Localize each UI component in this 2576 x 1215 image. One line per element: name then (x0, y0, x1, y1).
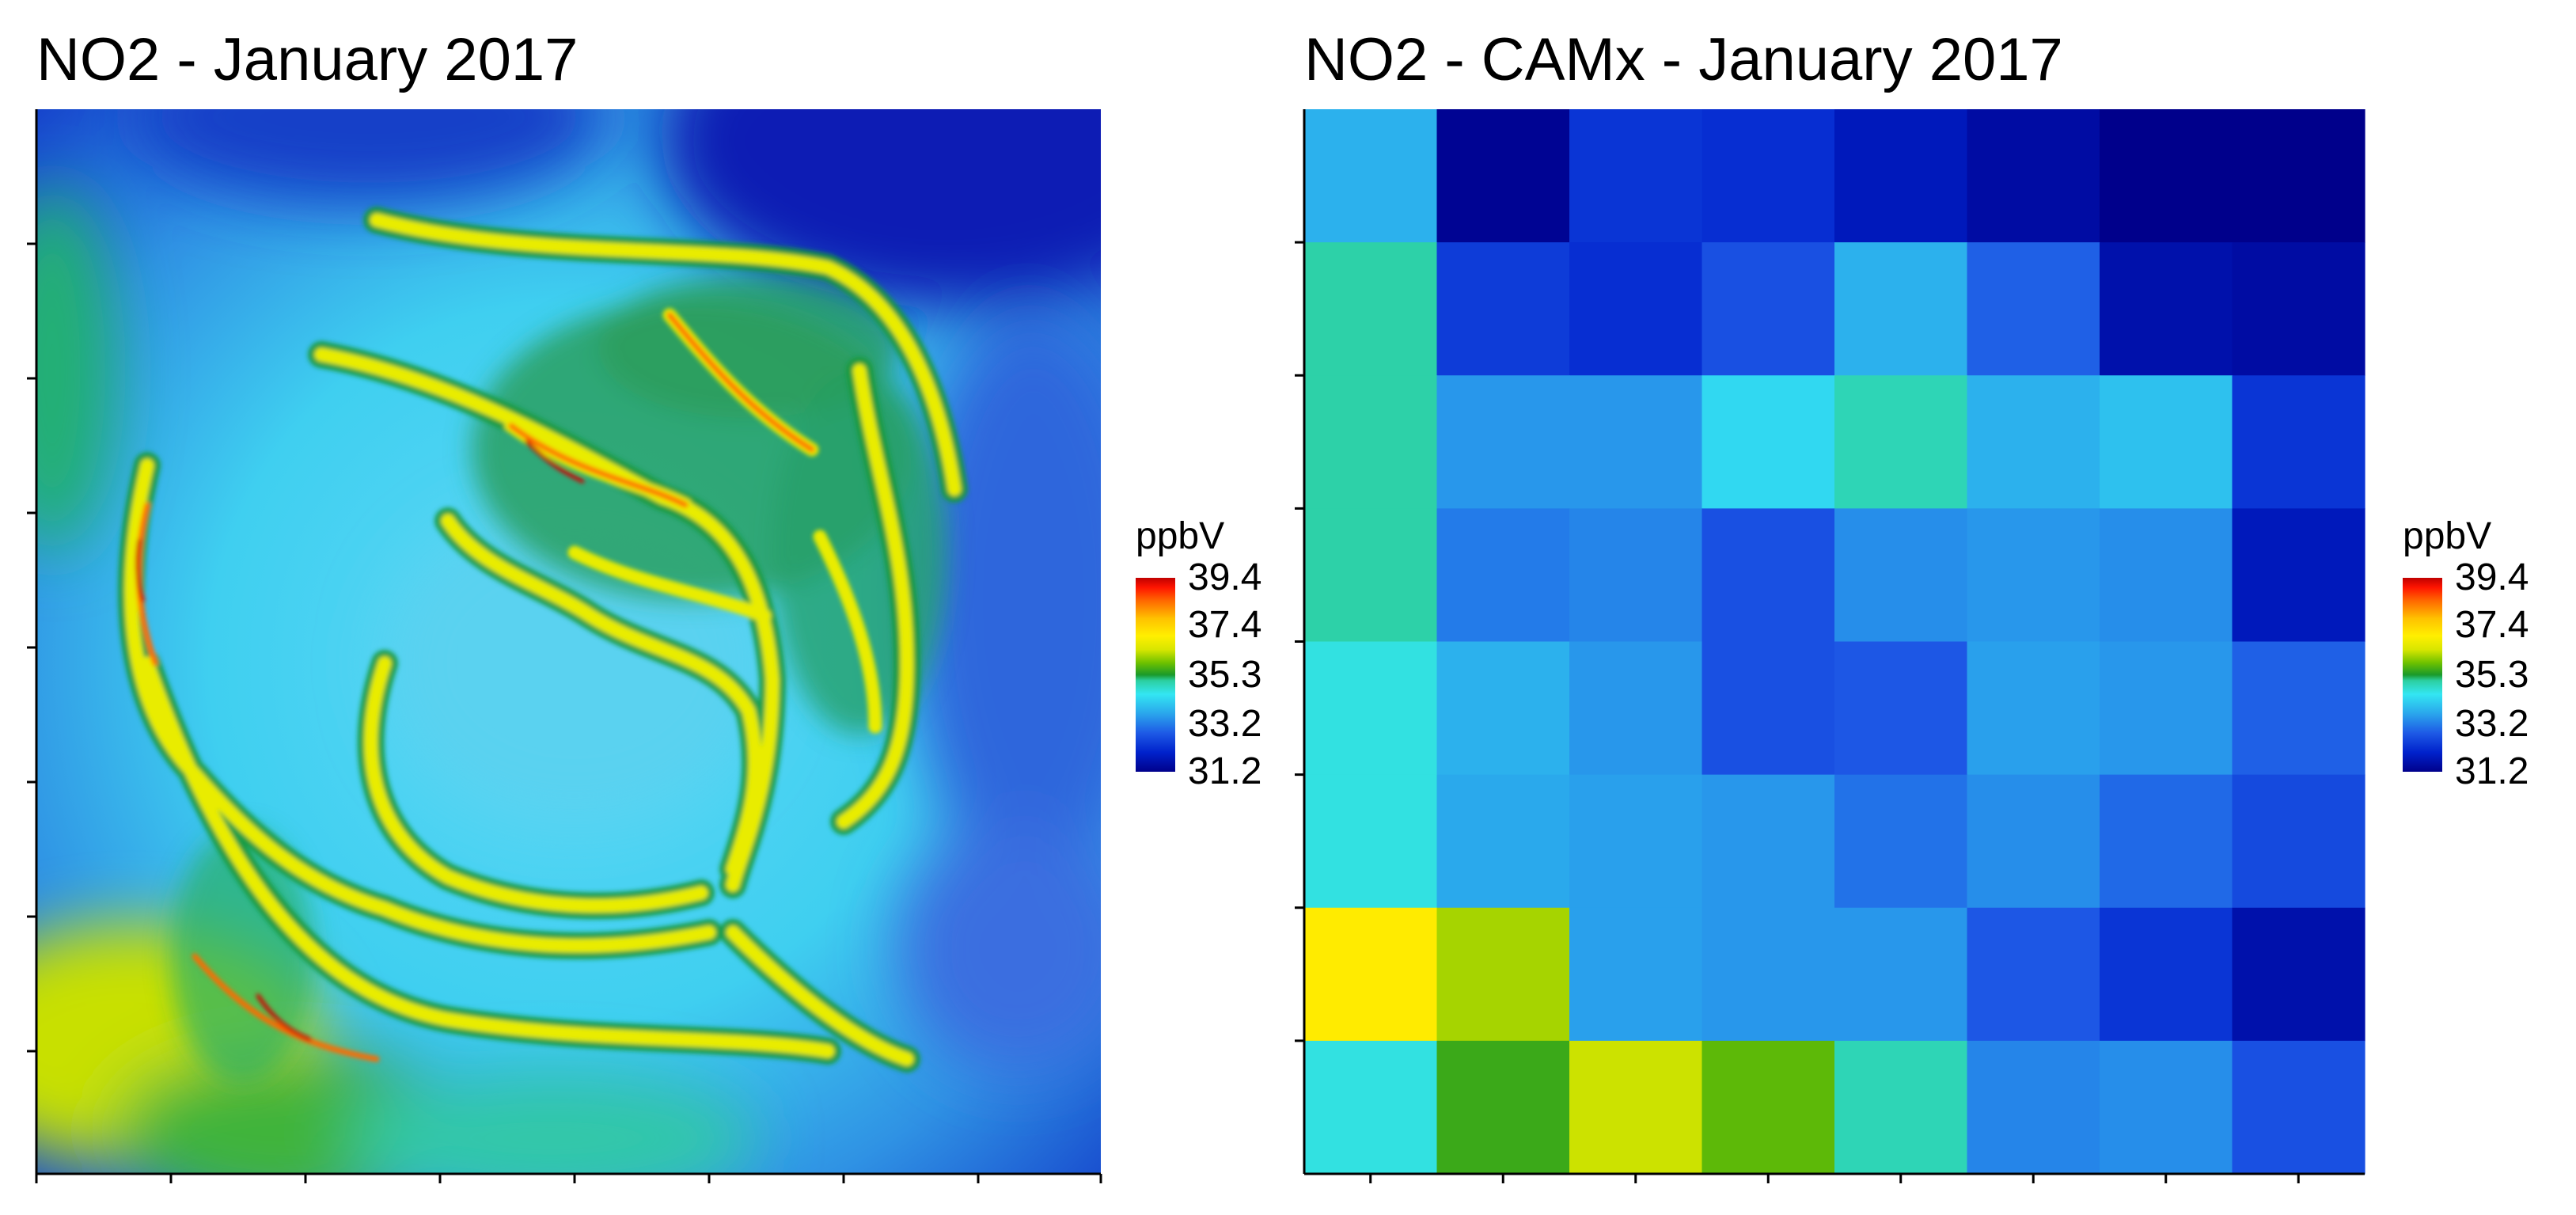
colorbar-tick-mark (1175, 576, 1183, 579)
heatmap-cell-r5-c0 (1304, 774, 1438, 909)
heatmap-cell-r2-c3 (1702, 375, 1835, 509)
colorbar-tick-mark (2442, 674, 2450, 676)
heatmap-cell-r1-c6 (2100, 242, 2233, 376)
right-heatmap-plot (1295, 109, 2365, 1183)
heatmap-cell-r7-c1 (1436, 1040, 1570, 1175)
heatmap-cell-r3-c0 (1304, 508, 1438, 643)
left-heatmap-regional-field (36, 109, 1101, 1174)
heatmap-cell-r6-c7 (2232, 907, 2365, 1042)
colorbar-tick-label: 33.2 (1188, 703, 1262, 746)
heatmap-cell-r1-c7 (2232, 242, 2365, 376)
right-axis-ticks (1295, 241, 2300, 1183)
heatmap-cell-r7-c7 (2232, 1040, 2365, 1175)
heatmap-cell-r4-c6 (2100, 641, 2233, 776)
heatmap-cell-r4-c5 (1967, 641, 2100, 776)
right-colorbar-unit: ppbV (2403, 515, 2492, 557)
heatmap-cell-r5-c5 (1967, 774, 2100, 909)
colorbar-tick-mark (1175, 624, 1183, 627)
colorbar-tick-label: 39.4 (1188, 556, 1262, 598)
heatmap-cell-r1-c1 (1436, 242, 1570, 376)
colorbar-tick-label: 37.4 (2455, 603, 2529, 646)
heatmap-cell-r5-c1 (1436, 774, 1570, 909)
heatmap-cell-r4-c4 (1834, 641, 1968, 776)
heatmap-cell-r6-c4 (1834, 907, 1968, 1042)
heatmap-cell-r1-c5 (1967, 242, 2100, 376)
heatmap-cell-r6-c1 (1436, 907, 1570, 1042)
right-chart-title: NO2 - CAMx - January 2017 (1304, 26, 2063, 93)
heatmap-cell-r7-c6 (2100, 1040, 2233, 1175)
colorbar-tick-mark (1175, 723, 1183, 726)
heatmap-cell-r2-c7 (2232, 375, 2365, 509)
heatmap-cell-r2-c2 (1569, 375, 1703, 509)
heatmap-cell-r6-c2 (1569, 907, 1703, 1042)
colorbar-tick-label: 39.4 (2455, 556, 2529, 598)
heatmap-cell-r2-c6 (2100, 375, 2233, 509)
heatmap-cell-r7-c3 (1702, 1040, 1835, 1175)
heatmap-cell-r4-c7 (2232, 641, 2365, 776)
left-heatmap-plot (27, 109, 1102, 1183)
heatmap-cell-r6-c5 (1967, 907, 2100, 1042)
heatmap-cell-r3-c3 (1702, 508, 1835, 643)
heatmap-cell-r3-c6 (2100, 508, 2233, 643)
heatmap-cell-r0-c0 (1304, 109, 1438, 243)
heatmap-cell-r2-c1 (1436, 375, 1570, 509)
colorbar-tick-label: 33.2 (2455, 703, 2529, 746)
colorbar-tick-mark (1175, 770, 1183, 773)
colorbar-tick-mark (2442, 770, 2450, 773)
colorbar-tick-label: 31.2 (2455, 750, 2529, 792)
colorbar-tick-label: 35.3 (1188, 653, 1262, 696)
heatmap-cell-r1-c2 (1569, 242, 1703, 376)
heatmap-cell-r0-c6 (2100, 109, 2233, 243)
colorbar-tick-mark (2442, 576, 2450, 579)
heatmap-cell-r0-c4 (1834, 109, 1968, 243)
heatmap-cell-r3-c2 (1569, 508, 1703, 643)
heatmap-cell-r4-c2 (1569, 641, 1703, 776)
heatmap-cell-r6-c3 (1702, 907, 1835, 1042)
colorbar-tick-label: 31.2 (1188, 750, 1262, 792)
heatmap-cell-r7-c2 (1569, 1040, 1703, 1175)
heatmap-cell-r3-c1 (1436, 508, 1570, 643)
heatmap-cell-r2-c5 (1967, 375, 2100, 509)
heatmap-cell-r6-c6 (2100, 907, 2233, 1042)
left-axis-ticks (27, 242, 1102, 1183)
heatmap-cell-r1-c3 (1702, 242, 1835, 376)
colorbar-tick-mark (1175, 674, 1183, 676)
heatmap-cell-r5-c3 (1702, 774, 1835, 909)
heatmap-cell-r1-c0 (1304, 242, 1438, 376)
colorbar-tick-label: 35.3 (2455, 653, 2529, 696)
heatmap-cell-r4-c3 (1702, 641, 1835, 776)
heatmap-cell-r0-c1 (1436, 109, 1570, 243)
heatmap-cell-r5-c2 (1569, 774, 1703, 909)
left-chart-title: NO2 - January 2017 (36, 26, 579, 93)
heatmap-cell-r0-c7 (2232, 109, 2365, 243)
heatmap-cell-r3-c4 (1834, 508, 1968, 643)
left-plot-axes (35, 109, 1101, 1175)
heatmap-cell-r7-c5 (1967, 1040, 2100, 1175)
right-colorbar-bar (2403, 578, 2442, 772)
heatmap-cell-r3-c5 (1967, 508, 2100, 643)
left-colorbar-unit: ppbV (1136, 515, 1225, 557)
heatmap-cell-r7-c4 (1834, 1040, 1968, 1175)
right-heatmap-cells (1304, 109, 2365, 1175)
colorbar-tick-mark (2442, 723, 2450, 726)
heatmap-cell-r2-c4 (1834, 375, 1968, 509)
heatmap-cell-r5-c4 (1834, 774, 1968, 909)
heatmap-cell-r0-c2 (1569, 109, 1703, 243)
heatmap-cell-r6-c0 (1304, 907, 1438, 1042)
heatmap-cell-r4-c0 (1304, 641, 1438, 776)
left-colorbar-bar (1136, 578, 1175, 772)
right-plot-axes (1303, 109, 2365, 1175)
left-heatmap-road-network (118, 207, 968, 1073)
heatmap-cell-r0-c3 (1702, 109, 1835, 243)
heatmap-cell-r3-c7 (2232, 508, 2365, 643)
heatmap-cell-r0-c5 (1967, 109, 2100, 243)
colorbar-tick-mark (2442, 624, 2450, 627)
heatmap-cell-r4-c1 (1436, 641, 1570, 776)
heatmap-cell-r5-c7 (2232, 774, 2365, 909)
heatmap-cell-r1-c4 (1834, 242, 1968, 376)
heatmap-cell-r7-c0 (1304, 1040, 1438, 1175)
colorbar-tick-label: 37.4 (1188, 603, 1262, 646)
heatmap-cell-r2-c0 (1304, 375, 1438, 509)
heatmap-cell-r5-c6 (2100, 774, 2233, 909)
